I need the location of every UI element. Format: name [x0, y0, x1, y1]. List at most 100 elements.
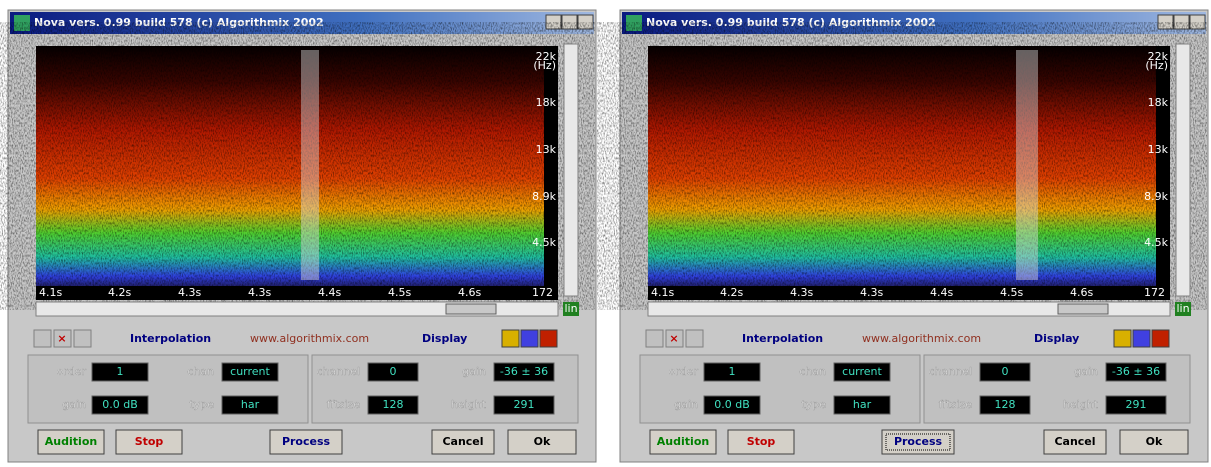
- field-label: chan: [799, 365, 826, 378]
- button-label: Audition: [657, 435, 709, 448]
- redo-button[interactable]: [74, 330, 91, 347]
- palette-button[interactable]: [521, 330, 538, 347]
- field-value: 291: [1126, 398, 1147, 411]
- scale-button: lin: [564, 302, 577, 315]
- button-label: Process: [894, 435, 943, 448]
- time-label: 4.5s: [1000, 286, 1023, 299]
- time-label: 4.3s: [860, 286, 883, 299]
- field-label: height: [1063, 398, 1099, 411]
- url: www.algorithmix.com: [862, 332, 981, 345]
- time-label: 4.3s: [790, 286, 813, 299]
- redo-button[interactable]: [686, 330, 703, 347]
- window-min-button[interactable]: [1158, 15, 1173, 29]
- palette-button[interactable]: [1133, 330, 1150, 347]
- time-label: 4.4s: [318, 286, 341, 299]
- button-label: Stop: [747, 435, 776, 448]
- h-scroll-thumb[interactable]: [446, 304, 496, 314]
- window-close-button[interactable]: [578, 15, 593, 29]
- freq-unit: (Hz): [1145, 59, 1168, 72]
- field-value: har: [241, 398, 260, 411]
- v-slider[interactable]: [564, 44, 578, 296]
- freq-label: 4.5k: [532, 236, 556, 249]
- time-label: 4.6s: [1070, 286, 1093, 299]
- time-label: 4.3s: [178, 286, 201, 299]
- field-label: type: [189, 398, 214, 411]
- freq-label: 18k: [1148, 96, 1169, 109]
- url: www.algorithmix.com: [250, 332, 369, 345]
- time-label: 4.3s: [248, 286, 271, 299]
- freq-label: 13k: [1148, 143, 1169, 156]
- field-label: chan: [187, 365, 214, 378]
- palette-button[interactable]: [540, 330, 557, 347]
- field-value: 128: [995, 398, 1016, 411]
- time-label: 4.6s: [458, 286, 481, 299]
- field-label: fftsize: [939, 398, 972, 411]
- app-icon: [626, 15, 642, 31]
- field-value: current: [230, 365, 270, 378]
- h-scroll-thumb[interactable]: [1058, 304, 1108, 314]
- app-icon: [14, 15, 30, 31]
- display-label: Display: [1034, 332, 1079, 345]
- scale-button: lin: [1176, 302, 1189, 315]
- window-title: Nova vers. 0.99 build 578 (c) Algorithmi…: [34, 16, 324, 29]
- freq-label: 13k: [536, 143, 557, 156]
- palette-button[interactable]: [1152, 330, 1169, 347]
- field-label: channel: [928, 365, 972, 378]
- field-value: 0.0 dB: [714, 398, 750, 411]
- field-label: gain: [62, 398, 86, 411]
- field-label: type: [801, 398, 826, 411]
- selection[interactable]: [301, 50, 319, 280]
- time-label: 4.1s: [651, 286, 674, 299]
- freq-label: 18k: [536, 96, 557, 109]
- field-value: -36 ± 36: [500, 365, 548, 378]
- delete-icon: ×: [669, 332, 678, 345]
- button-label: Audition: [45, 435, 97, 448]
- spectrogram-texture: [36, 46, 544, 286]
- window-max-button[interactable]: [1174, 15, 1189, 29]
- field-value: 0: [390, 365, 397, 378]
- window-close-button[interactable]: [1190, 15, 1205, 29]
- undo-button[interactable]: [646, 330, 663, 347]
- screen: Nova vers. 0.99 build 578 (c) Algorithmi…: [0, 0, 1211, 467]
- time-label: 172: [1144, 286, 1165, 299]
- field-value: 291: [514, 398, 535, 411]
- field-label: order: [57, 365, 87, 378]
- window-max-button[interactable]: [562, 15, 577, 29]
- field-label: gain: [462, 365, 486, 378]
- interpolation-label: Interpolation: [742, 332, 823, 345]
- freq-axis-band: [544, 46, 558, 300]
- time-label: 4.2s: [720, 286, 743, 299]
- delete-icon: ×: [57, 332, 66, 345]
- selection[interactable]: [1016, 50, 1038, 280]
- field-value: -36 ± 36: [1112, 365, 1160, 378]
- palette-button[interactable]: [1114, 330, 1131, 347]
- time-label: 4.5s: [388, 286, 411, 299]
- interpolation-label: Interpolation: [130, 332, 211, 345]
- field-label: gain: [1074, 365, 1098, 378]
- time-label: 4.2s: [108, 286, 131, 299]
- button-label: Cancel: [1054, 435, 1095, 448]
- freq-label: 4.5k: [1144, 236, 1168, 249]
- window-min-button[interactable]: [546, 15, 561, 29]
- window: Nova vers. 0.99 build 578 (c) Algorithmi…: [620, 10, 1208, 462]
- field-label: height: [451, 398, 487, 411]
- field-value: har: [853, 398, 872, 411]
- v-slider[interactable]: [1176, 44, 1190, 296]
- field-label: gain: [674, 398, 698, 411]
- freq-unit: (Hz): [533, 59, 556, 72]
- field-value: 1: [117, 365, 124, 378]
- field-value: current: [842, 365, 882, 378]
- undo-button[interactable]: [34, 330, 51, 347]
- field-value: 1: [729, 365, 736, 378]
- window-title: Nova vers. 0.99 build 578 (c) Algorithmi…: [646, 16, 936, 29]
- window: Nova vers. 0.99 build 578 (c) Algorithmi…: [8, 10, 596, 462]
- freq-label: 8.9k: [1144, 190, 1168, 203]
- button-label: Process: [282, 435, 331, 448]
- palette-button[interactable]: [502, 330, 519, 347]
- spectrogram-texture: [648, 46, 1156, 286]
- display-label: Display: [422, 332, 467, 345]
- field-value: 0: [1002, 365, 1009, 378]
- field-label: order: [669, 365, 699, 378]
- freq-label: 8.9k: [532, 190, 556, 203]
- button-label: Ok: [1146, 435, 1163, 448]
